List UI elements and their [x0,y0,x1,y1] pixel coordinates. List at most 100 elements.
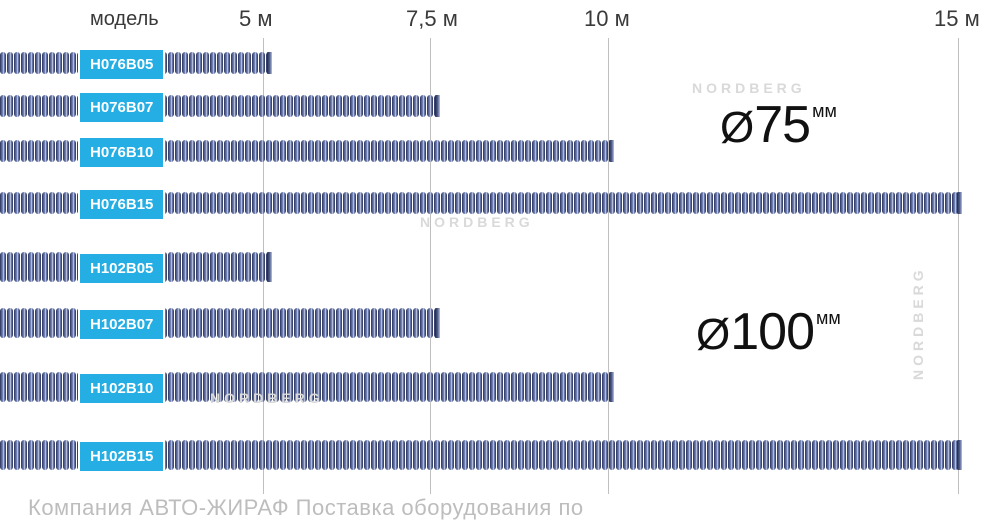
hose-rib [49,140,55,162]
hose-rib [259,308,265,338]
hose-rib [812,192,818,214]
diameter-symbol: Ø [720,103,754,153]
hose-rib [504,440,510,470]
hose-rib [742,192,748,214]
hose-rib [420,140,426,162]
hose-rib [196,252,202,282]
hose-rib [224,308,230,338]
hose-rib [224,95,230,117]
hose-rib [336,95,342,117]
hose-rib [882,440,888,470]
hose-rib [427,308,433,338]
hose-rib [840,192,846,214]
hose-rib [420,440,426,470]
hose-rib [259,95,265,117]
hose-rib [910,440,916,470]
hose-rib [378,140,384,162]
hose-rib [364,95,370,117]
hose-rib [406,192,412,214]
hose-rib [21,372,27,402]
hose-rib [168,95,174,117]
hose-rib [924,192,930,214]
hose-rib [518,192,524,214]
hose-rib [945,440,951,470]
axis-tick-label: 15 м [934,6,980,32]
hose-rib [476,140,482,162]
model-chip: H102B07 [78,308,165,341]
hose-rib [455,192,461,214]
hose-rib [168,252,174,282]
hose-rib [420,95,426,117]
hose-rib [196,95,202,117]
hose-rib [546,372,552,402]
hose-rib [364,372,370,402]
hose-rib [357,95,363,117]
hose-rib [329,372,335,402]
hose-rib [189,308,195,338]
hose-rib [294,440,300,470]
hose-rib [70,308,76,338]
hose-rib [399,140,405,162]
hose-rib [511,372,517,402]
hose-rib [357,308,363,338]
hose-rib [560,372,566,402]
hose-rib [315,140,321,162]
column-header-model: модель [90,8,159,31]
hose-rib [294,308,300,338]
hose-rib [343,308,349,338]
hose-rib [532,140,538,162]
watermark: NORDBERG [420,214,534,230]
hose-rib [539,192,545,214]
hose-rib [434,372,440,402]
hose-row: H102B15 [0,440,1000,470]
hose-rib [889,440,895,470]
hose-rib [693,440,699,470]
hose-rib [490,440,496,470]
hose-rib [350,140,356,162]
model-chip: H102B15 [78,440,165,473]
hose-rib [476,440,482,470]
hose-rib [420,372,426,402]
hose-rib [49,95,55,117]
hose-rib [357,192,363,214]
hose-rib [217,192,223,214]
hose-rib [371,372,377,402]
hose-rib [364,440,370,470]
hose-rib [392,140,398,162]
hose-rib [322,192,328,214]
hose-rib [371,440,377,470]
hose-rib [672,440,678,470]
hose-rib [280,140,286,162]
hose-rib [553,140,559,162]
hose-rib [455,140,461,162]
hose-rib [308,192,314,214]
hose-rib [588,192,594,214]
hose-rib [0,140,6,162]
hose-rib [210,192,216,214]
hose-rib [889,192,895,214]
hose-rib [7,440,13,470]
hose-rib [238,140,244,162]
hose-rib [196,308,202,338]
hose-rib [392,308,398,338]
hose-rib [567,140,573,162]
hose-rib [301,440,307,470]
hose-rib [532,440,538,470]
hose-rib [28,140,34,162]
hose-rib [441,140,447,162]
hose-rib [434,440,440,470]
hose-rib [308,440,314,470]
hose-rib [378,440,384,470]
hose-rib [525,372,531,402]
hose-rib [595,140,601,162]
hose-rib [406,140,412,162]
hose-rib [385,308,391,338]
hose-rib [609,192,615,214]
hose-rib [21,308,27,338]
hose-rib [385,192,391,214]
hose-rib [231,252,237,282]
hose-rib [497,372,503,402]
hose-rib [448,440,454,470]
model-chip: H076B05 [78,48,165,81]
hose-rib [70,252,76,282]
